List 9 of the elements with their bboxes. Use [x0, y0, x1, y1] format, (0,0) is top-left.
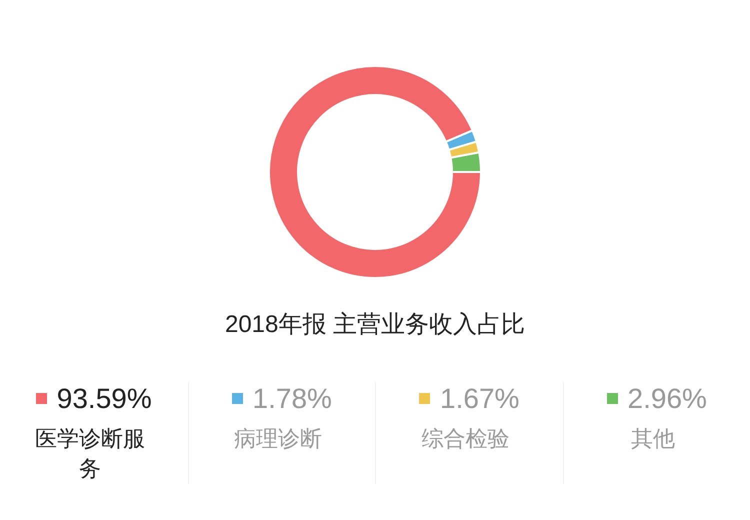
legend-label: 其他	[630, 425, 676, 453]
data-label: 1.78%	[252, 383, 332, 414]
legend-label: 医学诊断服务	[34, 425, 146, 483]
data-label: 2.96%	[628, 383, 707, 414]
legend-label: 综合检验	[420, 425, 510, 453]
data-label: 1.67%	[440, 383, 520, 414]
data-label: 93.59%	[56, 383, 152, 414]
text: 2018年报 主营业务收入占比	[224, 310, 526, 340]
legend-label: 病理诊断	[232, 425, 323, 453]
